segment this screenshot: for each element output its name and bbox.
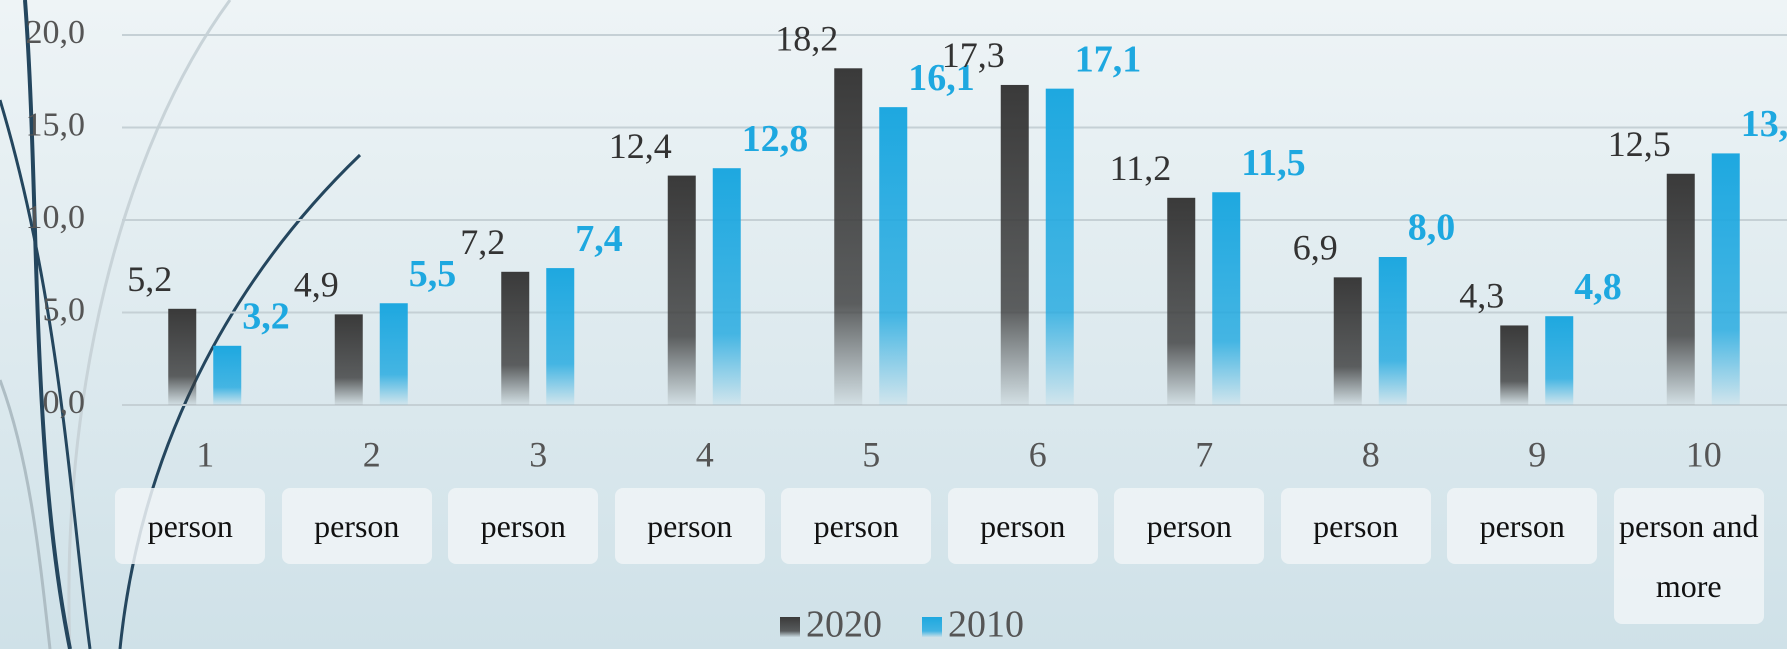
value-label: 11,2 xyxy=(1110,148,1172,188)
legend-label: 2010 xyxy=(948,604,1024,646)
value-label: 5,5 xyxy=(409,253,457,295)
bar xyxy=(1711,153,1740,405)
category-note: person and more xyxy=(1613,488,1764,624)
value-label: 5,2 xyxy=(127,259,172,299)
bar xyxy=(667,175,696,405)
bar xyxy=(1545,316,1574,405)
category-note: person xyxy=(281,488,432,564)
category-note: person xyxy=(448,488,599,564)
legend-swatch xyxy=(780,617,800,637)
bar xyxy=(1000,84,1029,405)
category-note: person xyxy=(781,488,932,564)
category-note: person xyxy=(115,488,266,564)
value-label: 7,2 xyxy=(460,222,505,262)
bar xyxy=(1333,277,1362,405)
category-note: person xyxy=(1447,488,1598,564)
x-tick-label: 7 xyxy=(1195,434,1213,474)
x-tick-label: 6 xyxy=(1029,434,1047,474)
x-tick-label: 10 xyxy=(1686,434,1722,474)
bar xyxy=(501,271,530,405)
decoration xyxy=(23,0,72,649)
bar xyxy=(834,68,863,406)
bar xyxy=(712,168,741,405)
bar xyxy=(213,345,242,405)
bar xyxy=(1167,197,1196,405)
decoration xyxy=(0,379,52,649)
y-tick-label: 15,0 xyxy=(26,106,86,143)
value-label: 16,1 xyxy=(908,57,975,99)
bar xyxy=(1045,88,1074,406)
bar xyxy=(1212,192,1241,405)
x-tick-label: 4 xyxy=(696,434,714,474)
y-tick-label: 10,0 xyxy=(26,199,86,236)
value-label: 7,4 xyxy=(575,218,623,260)
bar xyxy=(379,303,408,405)
x-tick-label: 8 xyxy=(1362,434,1380,474)
y-tick-label: 20,0 xyxy=(26,14,86,51)
value-label: 12,4 xyxy=(609,126,672,166)
category-note: person xyxy=(947,488,1098,564)
value-label: 11,5 xyxy=(1241,142,1305,184)
value-label: 4,9 xyxy=(294,265,339,305)
value-label: 6,9 xyxy=(1293,228,1338,268)
y-tick-label: 5,0 xyxy=(43,291,86,328)
y-tick-label: 0,0 xyxy=(43,384,86,421)
value-label: 12,5 xyxy=(1608,124,1671,164)
category-note: person xyxy=(1280,488,1431,564)
bar xyxy=(546,268,575,405)
bar xyxy=(334,314,363,405)
decoration xyxy=(67,0,232,649)
legend-label: 2020 xyxy=(806,604,882,646)
bar xyxy=(1378,257,1407,405)
value-label: 4,8 xyxy=(1574,266,1622,308)
value-label: 17,1 xyxy=(1075,38,1142,80)
bar xyxy=(879,107,908,406)
value-label: 17,3 xyxy=(942,35,1005,75)
x-tick-label: 5 xyxy=(862,434,880,474)
x-tick-label: 2 xyxy=(363,434,381,474)
value-label: 3,2 xyxy=(242,296,290,338)
x-tick-label: 1 xyxy=(196,434,214,474)
decoration xyxy=(118,153,362,649)
value-label: 4,3 xyxy=(1459,276,1504,316)
category-note: person xyxy=(614,488,765,564)
x-tick-label: 3 xyxy=(529,434,547,474)
value-label: 18,2 xyxy=(775,19,838,59)
value-label: 8,0 xyxy=(1408,207,1456,249)
x-tick-label: 9 xyxy=(1528,434,1546,474)
category-note: person xyxy=(1114,488,1265,564)
decoration xyxy=(0,99,92,649)
value-label: 13,6 xyxy=(1741,103,1787,145)
legend-swatch xyxy=(922,617,942,637)
bar xyxy=(168,308,197,405)
value-label: 12,8 xyxy=(742,118,809,160)
bar xyxy=(1666,173,1695,405)
bar xyxy=(1500,325,1529,405)
